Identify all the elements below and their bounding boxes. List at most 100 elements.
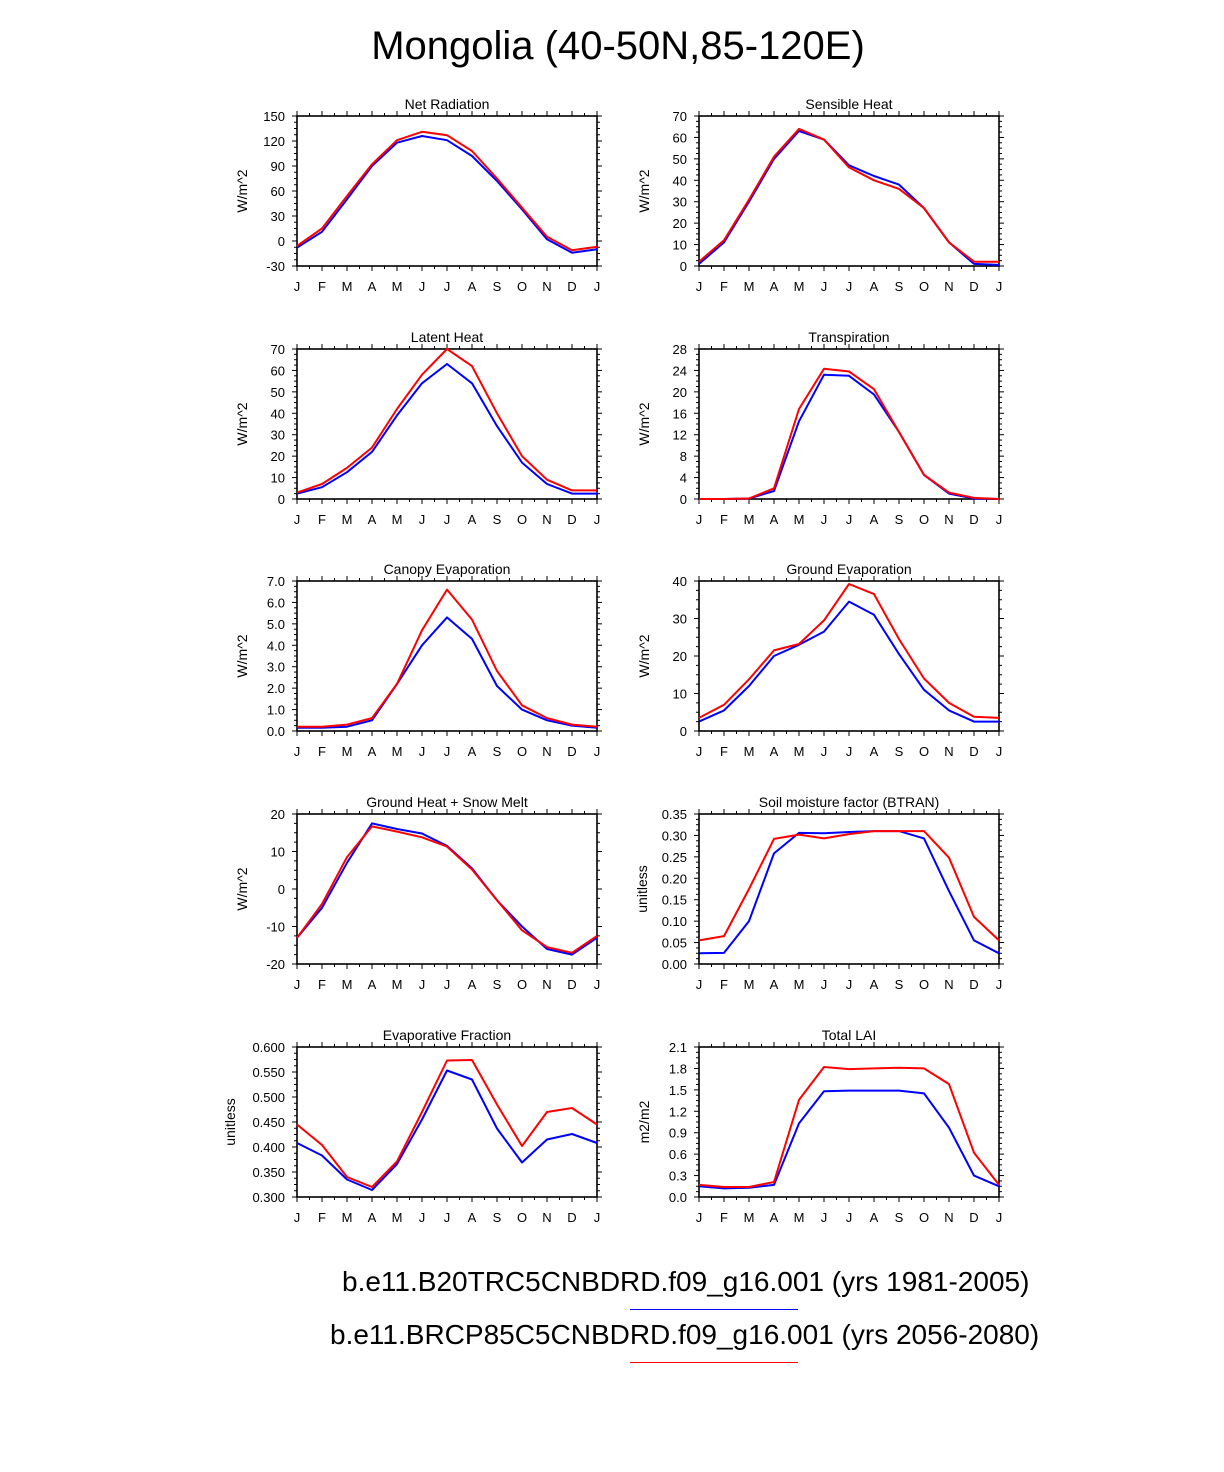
y-tick-label: 2.1 bbox=[669, 1040, 687, 1055]
y-tick-label: 1.8 bbox=[669, 1061, 687, 1076]
x-tick-label: M bbox=[744, 279, 755, 294]
series-line-case2 bbox=[296, 348, 597, 494]
x-tick-label: S bbox=[493, 977, 502, 992]
x-tick-label: J bbox=[444, 279, 451, 294]
y-tick-label: 0.300 bbox=[252, 1190, 285, 1205]
x-tick-label: O bbox=[919, 512, 929, 527]
series-line-case1 bbox=[296, 363, 597, 495]
x-tick-label: M bbox=[392, 977, 403, 992]
x-tick-label: A bbox=[870, 1210, 879, 1225]
series-line-case2 bbox=[296, 1059, 598, 1188]
y-axis-label: W/m^2 bbox=[234, 169, 250, 212]
x-tick-label: J bbox=[444, 1210, 451, 1225]
x-tick-label: A bbox=[870, 512, 879, 527]
y-tick-label: 0.450 bbox=[252, 1115, 285, 1130]
x-tick-label: J bbox=[444, 977, 451, 992]
y-tick-label: -20 bbox=[266, 957, 285, 972]
x-tick-label: S bbox=[493, 1210, 502, 1225]
y-tick-label: 20 bbox=[673, 385, 687, 400]
x-tick-label: N bbox=[944, 279, 953, 294]
x-tick-label: M bbox=[342, 744, 353, 759]
x-tick-label: J bbox=[846, 1210, 853, 1225]
x-tick-label: J bbox=[294, 1210, 301, 1225]
plot-frame bbox=[698, 115, 1000, 267]
x-tick-label: N bbox=[944, 744, 953, 759]
x-tick-label: A bbox=[368, 1210, 377, 1225]
x-tick-label: O bbox=[919, 1210, 929, 1225]
series-line-case2 bbox=[296, 130, 598, 252]
y-tick-label: 0.05 bbox=[662, 936, 687, 951]
y-tick-label: 20 bbox=[271, 807, 285, 822]
x-tick-label: J bbox=[821, 1210, 828, 1225]
y-tick-label: 0.25 bbox=[662, 850, 687, 865]
x-tick-label: O bbox=[919, 977, 929, 992]
x-tick-label: A bbox=[870, 279, 879, 294]
x-tick-label: D bbox=[567, 977, 576, 992]
y-tick-label: 0 bbox=[278, 492, 285, 507]
x-tick-label: M bbox=[392, 1210, 403, 1225]
series-line-case1 bbox=[296, 1069, 598, 1191]
x-tick-label: J bbox=[294, 279, 301, 294]
y-tick-label: 0.30 bbox=[662, 828, 687, 843]
x-tick-label: S bbox=[493, 512, 502, 527]
y-tick-label: -10 bbox=[266, 920, 285, 935]
x-tick-label: N bbox=[944, 977, 953, 992]
x-tick-label: A bbox=[468, 279, 477, 294]
y-tick-label: -30 bbox=[266, 259, 285, 274]
x-tick-label: A bbox=[770, 512, 779, 527]
chart-title: Evaporative Fraction bbox=[383, 1027, 511, 1043]
chart-title: Ground Evaporation bbox=[786, 561, 911, 577]
x-tick-label: D bbox=[969, 512, 978, 527]
x-tick-label: S bbox=[895, 977, 904, 992]
x-tick-label: M bbox=[744, 1210, 755, 1225]
y-tick-label: 70 bbox=[271, 342, 285, 357]
plot-frame bbox=[698, 813, 1000, 965]
y-axis-label: W/m^2 bbox=[636, 402, 652, 445]
x-tick-label: J bbox=[594, 512, 601, 527]
x-tick-label: J bbox=[419, 1210, 426, 1225]
x-tick-label: O bbox=[517, 977, 527, 992]
series-line-case1 bbox=[297, 616, 598, 729]
y-tick-label: 10 bbox=[673, 238, 687, 253]
x-tick-label: M bbox=[392, 279, 403, 294]
y-tick-label: 5.0 bbox=[267, 617, 285, 632]
x-tick-label: M bbox=[794, 977, 805, 992]
y-axis-label: W/m^2 bbox=[636, 634, 652, 677]
y-tick-label: 0.3 bbox=[669, 1169, 687, 1184]
series-line-case1 bbox=[698, 830, 1000, 955]
x-tick-label: J bbox=[444, 744, 451, 759]
y-tick-label: 8 bbox=[680, 449, 687, 464]
x-tick-label: N bbox=[542, 977, 551, 992]
x-tick-label: F bbox=[720, 279, 728, 294]
y-tick-label: 10 bbox=[271, 845, 285, 860]
chart-panel: 2.11.81.51.20.90.60.30.0J F M A M J J A S O N D JTot… bbox=[636, 1027, 1004, 1225]
x-tick-label: A bbox=[468, 744, 477, 759]
y-tick-label: 0 bbox=[680, 724, 687, 739]
y-axis-label: unitless bbox=[634, 865, 650, 912]
y-tick-label: 0.9 bbox=[669, 1126, 687, 1141]
y-tick-label: 20 bbox=[673, 649, 687, 664]
x-tick-label: A bbox=[368, 977, 377, 992]
x-tick-label: F bbox=[720, 512, 728, 527]
y-tick-label: 60 bbox=[271, 363, 285, 378]
y-tick-label: 1.0 bbox=[267, 703, 285, 718]
x-tick-label: D bbox=[567, 512, 576, 527]
y-tick-label: 16 bbox=[673, 406, 687, 421]
x-tick-label: J bbox=[419, 977, 426, 992]
x-tick-label: J bbox=[821, 512, 828, 527]
x-tick-label: J bbox=[294, 512, 301, 527]
y-tick-label: 4.0 bbox=[267, 638, 285, 653]
x-tick-label: D bbox=[567, 744, 576, 759]
x-tick-label: J bbox=[996, 744, 1003, 759]
legend-label-case2: b.e11.BRCP85C5CNBDRD.f09_g16.001 (yrs 20… bbox=[330, 1319, 1040, 1350]
x-tick-label: J bbox=[294, 744, 301, 759]
x-tick-label: F bbox=[720, 977, 728, 992]
x-tick-label: N bbox=[944, 1210, 953, 1225]
page-title: Mongolia (40-50N,85-120E) bbox=[371, 24, 865, 68]
y-tick-label: 4 bbox=[680, 471, 687, 486]
y-tick-label: 60 bbox=[673, 130, 687, 145]
x-tick-label: D bbox=[969, 977, 978, 992]
x-tick-label: J bbox=[996, 279, 1003, 294]
